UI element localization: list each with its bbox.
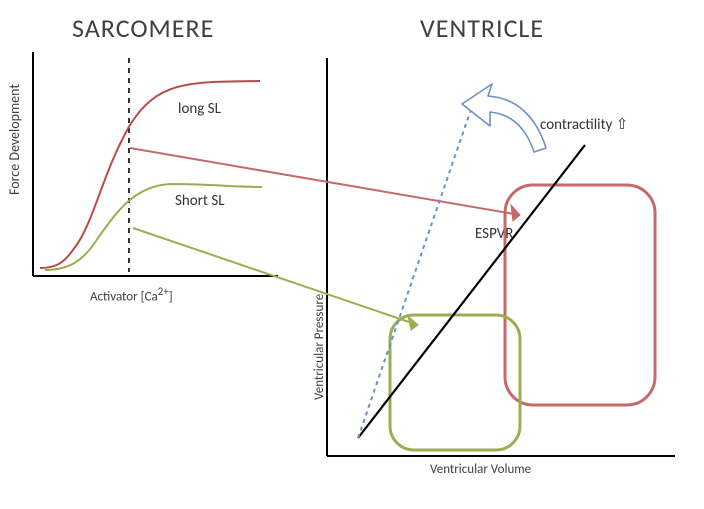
- figure-root: SARCOMERE VENTRICLE Force Development Ac…: [0, 0, 704, 509]
- figure-svg: [0, 0, 704, 509]
